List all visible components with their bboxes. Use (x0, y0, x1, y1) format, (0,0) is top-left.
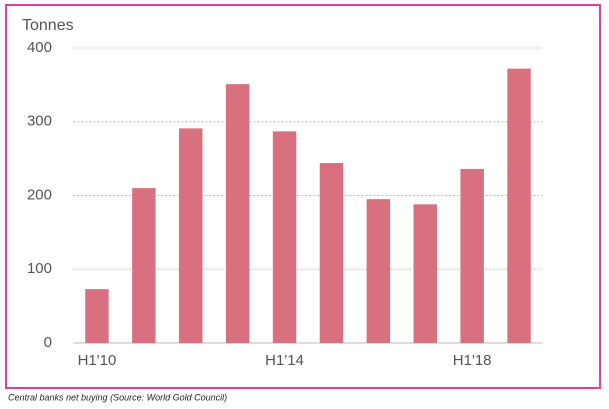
bar (179, 128, 203, 343)
y-tick-label: 200 (27, 186, 52, 203)
bar (132, 188, 156, 343)
caption: Central banks net buying (Source: World … (8, 392, 227, 402)
bar (366, 199, 391, 343)
bar (225, 84, 250, 343)
x-tick-label: H1'10 (78, 352, 117, 369)
bar (460, 168, 484, 343)
y-tick-label: 300 (27, 113, 52, 130)
bar (413, 204, 437, 343)
bar (272, 131, 297, 343)
frame (5, 4, 601, 389)
bar (319, 163, 344, 343)
y-axis-label: Tonnes (22, 17, 74, 34)
y-tick-label: 0 (44, 334, 52, 351)
y-tick-label: 100 (27, 260, 52, 277)
bar (507, 68, 531, 344)
x-tick-label: H1'18 (453, 352, 492, 369)
x-tick-label: H1'14 (265, 352, 304, 369)
bar (85, 289, 109, 343)
y-tick-label: 400 (27, 39, 52, 56)
